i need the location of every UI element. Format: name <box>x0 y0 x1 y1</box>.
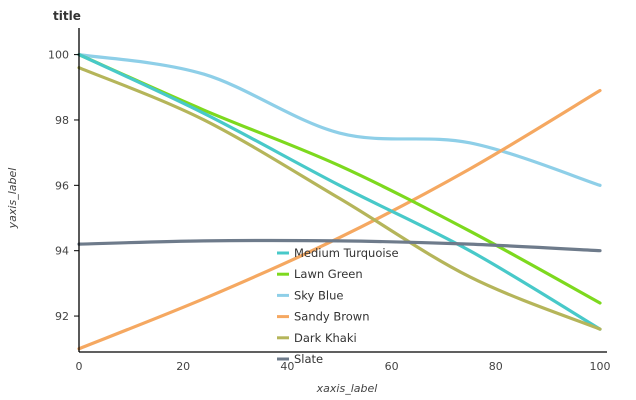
chart-title: title <box>53 9 81 23</box>
series-line-dark-khaki <box>77 66 602 331</box>
legend-label-slate: Slate <box>294 352 323 366</box>
legend-label-lawn-green: Lawn Green <box>294 267 363 281</box>
legend-label-sandy-brown: Sandy Brown <box>294 310 370 324</box>
legend-label-sky-blue: Sky Blue <box>294 288 343 302</box>
x-tick-label: 100 <box>590 360 611 373</box>
x-tick-label: 0 <box>76 360 83 373</box>
series-line-sandy-brown <box>77 88 602 351</box>
x-tick-label: 20 <box>176 360 190 373</box>
y-tick-label: 94 <box>55 245 69 258</box>
plot-area <box>77 53 602 351</box>
series-line-medium-turquoise <box>77 53 602 331</box>
y-axis-title: yaxis_label <box>6 168 19 230</box>
legend-label-medium-turquoise: Medium Turquoise <box>294 246 399 260</box>
y-tick-label: 96 <box>55 179 69 192</box>
legend: Medium Turquoise Lawn Green Sky Blue Sandy … <box>277 246 399 366</box>
series-line-sky-blue <box>77 53 602 187</box>
axes: 92 94 96 98 100 0 20 40 60 80 100 <box>48 28 611 373</box>
series-line-slate <box>77 238 602 253</box>
y-tick-label: 98 <box>55 114 69 127</box>
x-tick-label: 60 <box>385 360 399 373</box>
legend-label-dark-khaki: Dark Khaki <box>294 331 357 345</box>
y-tick-label: 100 <box>48 49 69 62</box>
x-tick-label: 40 <box>280 360 294 373</box>
y-tick-label: 92 <box>55 310 69 323</box>
x-axis-title: xaxis_label <box>316 382 378 395</box>
x-tick-label: 80 <box>489 360 503 373</box>
